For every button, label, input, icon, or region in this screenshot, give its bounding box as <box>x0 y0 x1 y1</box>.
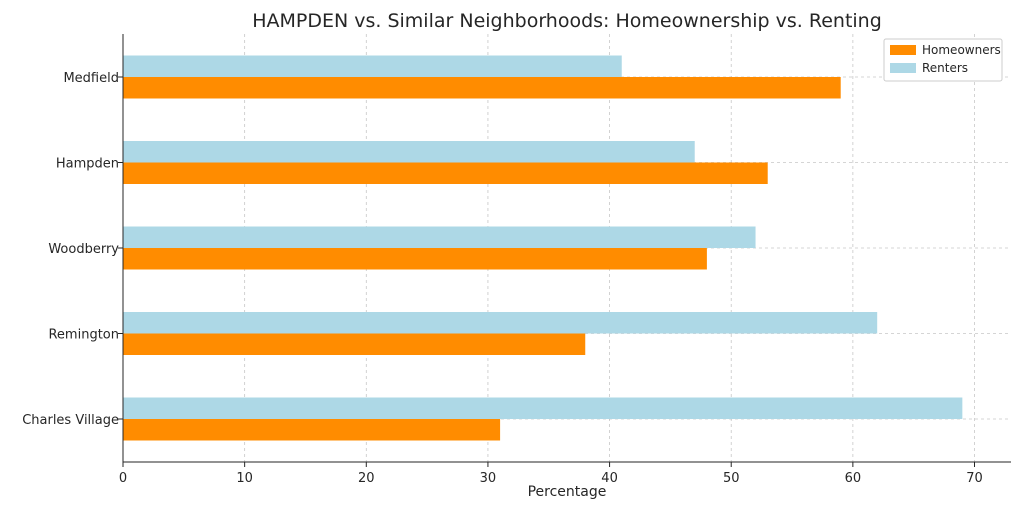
bar-homeowners-hampden <box>123 162 768 184</box>
bar-renters-woodberry <box>123 226 756 248</box>
bar-renters-remington <box>123 312 878 334</box>
x-tick-label: 0 <box>119 471 127 486</box>
y-tick-label-hampden: Hampden <box>56 157 119 172</box>
bar-homeowners-remington <box>123 333 586 355</box>
bar-renters-hampden <box>123 141 695 163</box>
legend-swatch-homeowners <box>890 45 916 55</box>
x-tick-label: 20 <box>358 471 375 486</box>
x-tick-label: 10 <box>236 471 253 486</box>
x-tick-label: 60 <box>845 471 862 486</box>
x-axis-label: Percentage <box>528 484 607 500</box>
legend: Homeowners Renters <box>883 38 1003 82</box>
bar-homeowners-charles-village <box>123 419 501 441</box>
axes-layer: 0 10 20 30 40 50 60 70 Medfield Hampden Woodberry R… <box>22 34 1011 486</box>
bar-homeowners-medfield <box>123 77 841 99</box>
bars-layer <box>123 55 963 441</box>
x-tick-label: 30 <box>480 471 497 486</box>
bar-renters-medfield <box>123 55 622 77</box>
y-tick-label-remington: Remington <box>48 328 119 343</box>
y-tick-label-medfield: Medfield <box>63 71 119 86</box>
bar-homeowners-woodberry <box>123 248 707 270</box>
bar-renters-charles-village <box>123 397 963 419</box>
y-tick-label-woodberry: Woodberry <box>48 242 119 257</box>
x-tick-label: 40 <box>601 471 618 486</box>
legend-swatch-renters <box>890 63 916 73</box>
x-tick-label: 70 <box>966 471 983 486</box>
y-tick-label-charles-village: Charles Village <box>22 413 119 428</box>
legend-label-homeowners: Homeowners <box>922 43 1001 57</box>
chart-title: HAMPDEN vs. Similar Neighborhoods: Homeo… <box>252 10 882 32</box>
x-tick-label: 50 <box>723 471 740 486</box>
legend-label-renters: Renters <box>922 61 968 75</box>
